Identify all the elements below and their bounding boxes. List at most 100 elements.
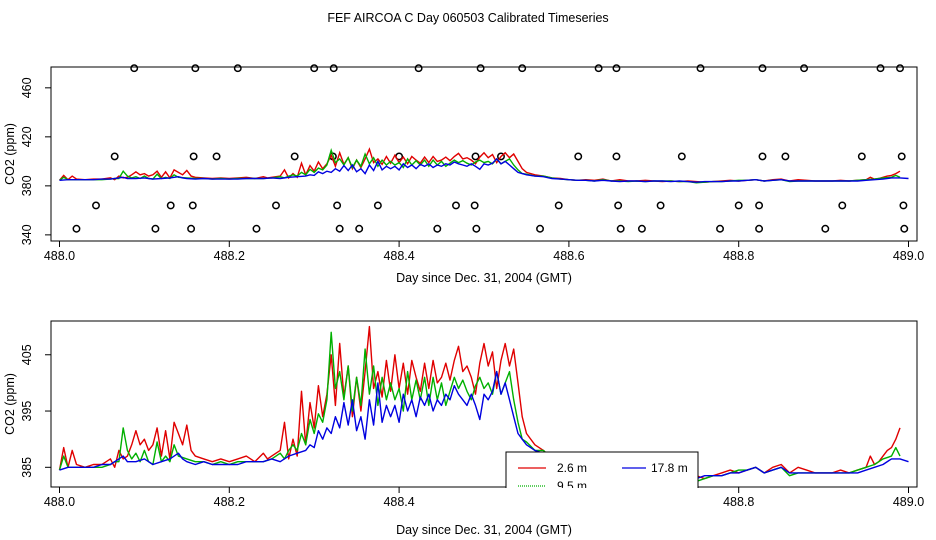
top-series-line-17-8-m bbox=[59, 157, 909, 183]
bottom-x-tick-label: 489.0 bbox=[893, 495, 924, 509]
top-y-tick-label: 420 bbox=[20, 126, 34, 147]
series-line-2-6-m bbox=[58, 325, 901, 480]
figure-title: FEF AIRCOA C Day 060503 Calibrated Times… bbox=[327, 11, 608, 25]
marker-point bbox=[897, 152, 906, 161]
marker-point bbox=[191, 64, 200, 73]
marker-point bbox=[373, 201, 382, 210]
top-y-axis: 340 380 420 460 bbox=[20, 77, 51, 245]
series-line-17-8-m bbox=[59, 370, 909, 480]
top-x-axis-label: Day since Dec. 31, 2004 (GMT) bbox=[396, 271, 572, 285]
bottom-y-tick-label: 395 bbox=[20, 401, 34, 422]
marker-point bbox=[72, 224, 81, 233]
bottom-x-tick-label: 488.8 bbox=[723, 495, 754, 509]
top-x-axis: 488.0 488.2 488.4 488.6 488.8 489.0 bbox=[44, 241, 924, 263]
marker-point bbox=[612, 64, 621, 73]
marker-point bbox=[536, 224, 544, 233]
bottom-x-tick-label: 488.2 bbox=[214, 495, 245, 509]
marker-point bbox=[414, 64, 423, 73]
top-panel: 488.0 488.2 488.4 488.6 488.8 489.0 340 380 420… bbox=[3, 64, 924, 285]
top-x-tick-label: 488.6 bbox=[553, 249, 584, 263]
marker-point bbox=[755, 224, 764, 233]
marker-point bbox=[110, 152, 119, 161]
bottom-x-axis-label: Day since Dec. 31, 2004 (GMT) bbox=[396, 523, 572, 537]
bottom-x-tick-label: 488.4 bbox=[383, 495, 414, 509]
legend-label-2-6m: 2.6 m bbox=[557, 461, 587, 475]
marker-point bbox=[899, 201, 908, 210]
marker-point bbox=[616, 224, 625, 233]
marker-point bbox=[476, 64, 485, 73]
marker-point bbox=[471, 152, 480, 161]
marker-point bbox=[821, 224, 830, 233]
marker-point bbox=[781, 152, 790, 161]
bottom-plot-frame bbox=[50, 320, 918, 488]
marker-point bbox=[594, 64, 603, 73]
bottom-y-axis-label: CO2 (ppm) bbox=[3, 373, 17, 435]
marker-point bbox=[433, 224, 442, 233]
marker-point bbox=[755, 201, 764, 210]
marker-point bbox=[656, 201, 665, 210]
bottom-y-tick-label: 405 bbox=[20, 344, 34, 365]
marker-point bbox=[335, 224, 344, 233]
marker-point bbox=[614, 201, 623, 210]
marker-point bbox=[518, 64, 527, 73]
marker-point bbox=[233, 64, 242, 73]
marker-point bbox=[188, 201, 197, 210]
top-marker-layer bbox=[72, 64, 909, 233]
top-x-tick-label: 489.0 bbox=[893, 249, 924, 263]
marker-point bbox=[151, 224, 160, 233]
marker-point bbox=[166, 201, 175, 210]
top-y-axis-label: CO2 (ppm) bbox=[3, 123, 17, 185]
marker-point bbox=[896, 64, 904, 73]
bottom-y-axis: 385 395 405 bbox=[20, 344, 51, 478]
legend-box bbox=[505, 451, 699, 493]
marker-point bbox=[574, 152, 583, 161]
marker-point bbox=[310, 64, 319, 73]
marker-point bbox=[272, 201, 280, 210]
marker-point bbox=[470, 201, 479, 210]
marker-point bbox=[838, 201, 847, 210]
marker-point bbox=[497, 152, 505, 161]
marker-point bbox=[187, 224, 196, 233]
marker-point bbox=[800, 64, 809, 73]
legend-label-17-8m: 17.8 m bbox=[651, 461, 688, 475]
marker-point bbox=[677, 152, 686, 161]
top-y-tick-label: 460 bbox=[20, 77, 34, 98]
marker-point bbox=[637, 224, 646, 233]
bottom-series-layer bbox=[58, 325, 909, 483]
marker-point bbox=[290, 152, 299, 161]
marker-point bbox=[876, 64, 885, 73]
top-x-tick-label: 488.8 bbox=[723, 249, 754, 263]
bottom-margin-mask bbox=[500, 488, 705, 508]
marker-point bbox=[696, 64, 705, 73]
marker-point bbox=[189, 152, 198, 161]
top-y-tick-label: 380 bbox=[20, 175, 34, 196]
marker-point bbox=[130, 64, 139, 73]
marker-point bbox=[857, 152, 866, 161]
top-series-layer bbox=[58, 147, 909, 184]
marker-point bbox=[329, 64, 338, 73]
marker-point bbox=[716, 224, 724, 233]
marker-point bbox=[355, 224, 364, 233]
marker-point bbox=[612, 152, 621, 161]
marker-point bbox=[212, 152, 221, 161]
legend: 2.6 m 9.5 m 17.8 m bbox=[505, 451, 699, 493]
top-x-tick-label: 488.2 bbox=[214, 249, 245, 263]
marker-point bbox=[333, 201, 342, 210]
top-y-tick-label: 340 bbox=[20, 224, 34, 245]
marker-point bbox=[758, 64, 767, 73]
marker-point bbox=[734, 201, 743, 210]
marker-point bbox=[900, 224, 909, 233]
top-x-tick-label: 488.0 bbox=[44, 249, 75, 263]
marker-point bbox=[452, 201, 460, 210]
marker-point bbox=[92, 201, 100, 210]
marker-point bbox=[252, 224, 261, 233]
series-line-9-5-m bbox=[58, 331, 901, 483]
marker-point bbox=[758, 152, 767, 161]
marker-point bbox=[554, 201, 563, 210]
marker-point bbox=[472, 224, 481, 233]
top-x-tick-label: 488.4 bbox=[383, 249, 414, 263]
bottom-y-tick-label: 385 bbox=[20, 457, 34, 478]
